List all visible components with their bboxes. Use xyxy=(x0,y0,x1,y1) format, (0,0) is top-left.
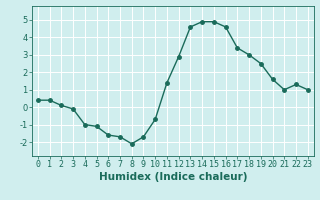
X-axis label: Humidex (Indice chaleur): Humidex (Indice chaleur) xyxy=(99,172,247,182)
